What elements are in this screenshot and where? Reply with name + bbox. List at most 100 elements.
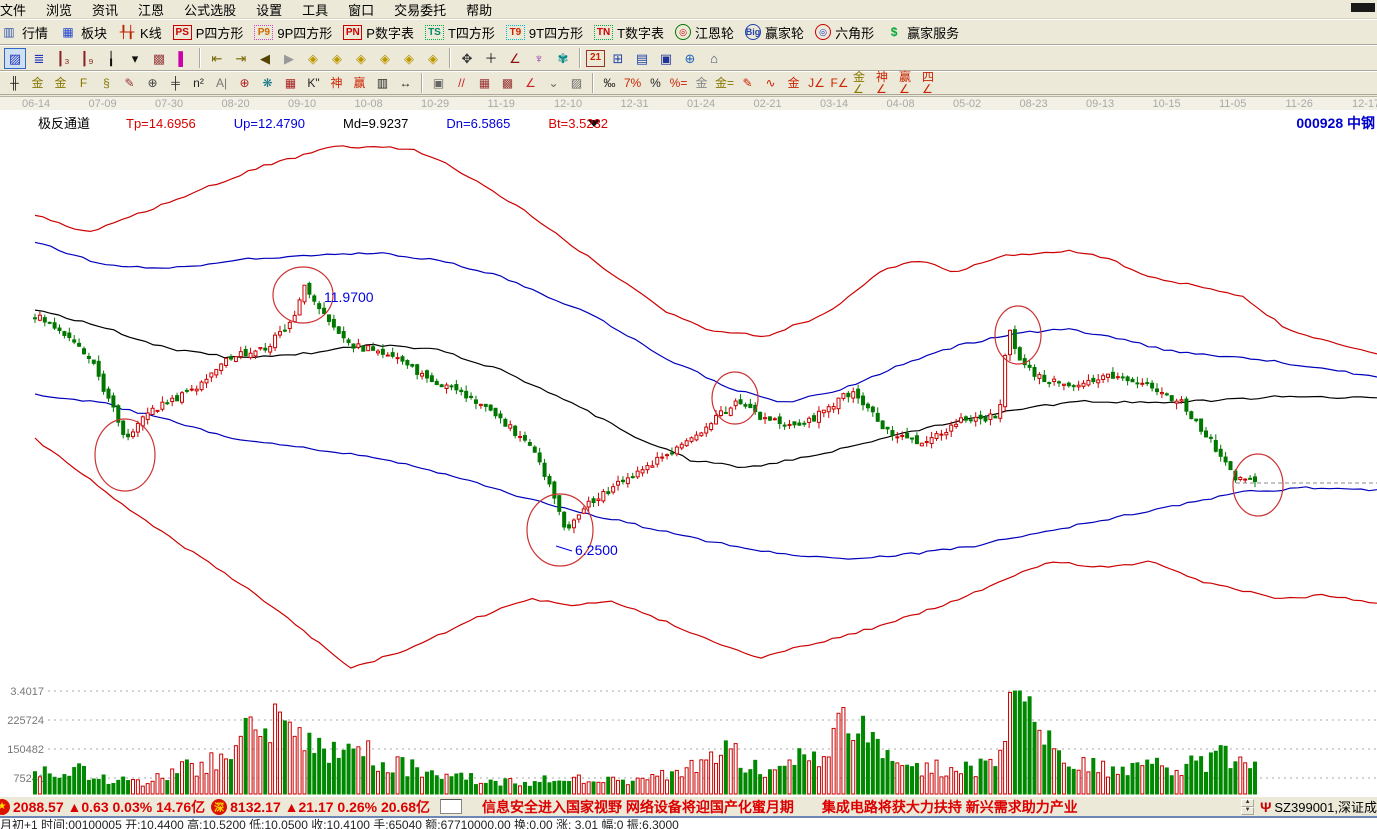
stepper-up-icon[interactable]: ▲ — [1241, 798, 1255, 807]
remote-data-icon[interactable]: ⌂ — [710, 50, 718, 66]
gold-red-icon[interactable]: 金 — [787, 76, 800, 90]
chart-area[interactable]: 极反通道 Tp=14.6956 Up=12.4790 Md=9.9237 Dn=6.5… — [0, 110, 1377, 796]
spiral-tool-icon[interactable]: § — [103, 76, 110, 90]
net-box-icon[interactable]: ▩ — [501, 76, 514, 90]
bars-9-icon[interactable]: ┃₉ — [80, 50, 94, 66]
circle-ruler-icon[interactable]: ⊕ — [147, 76, 158, 90]
diamond-vexpand-icon[interactable]: ◈ — [404, 50, 414, 66]
menu-item-gann[interactable]: 江恩 — [138, 2, 165, 18]
menu-item-window[interactable]: 窗口 — [348, 2, 375, 18]
fence-tool-icon[interactable]: ▥ — [376, 76, 389, 90]
status-input[interactable] — [440, 799, 463, 814]
hand-tool-icon[interactable]: ✥ — [461, 50, 473, 66]
volume-percent-icon[interactable]: ‰ — [603, 76, 616, 90]
menu-item-news[interactable]: 资讯 — [92, 2, 119, 18]
hatch-lines-icon[interactable]: ▨ — [570, 76, 583, 90]
gold-line-icon[interactable]: 金= — [715, 76, 735, 90]
shen-angle-icon[interactable]: 神∠ — [876, 70, 889, 96]
feature-winner-wheel[interactable]: Big 赢家轮 — [741, 21, 811, 44]
diamond-left-icon[interactable]: ◈ — [308, 50, 318, 66]
web-circle-icon[interactable]: ❋ — [262, 76, 273, 90]
page-back-icon[interactable]: ◀ — [260, 50, 270, 66]
window-control[interactable] — [1351, 3, 1375, 12]
feature-t-number[interactable]: TN T数字表 — [590, 21, 671, 44]
feature-t-square[interactable]: TS T四方形 — [421, 21, 502, 44]
comb-ruler-icon[interactable]: ╫ — [10, 76, 19, 90]
k-quote-tool-icon[interactable]: K" — [307, 76, 320, 90]
wave-percent-icon[interactable]: ∿ — [765, 76, 776, 90]
width-measure-icon[interactable]: ↔ — [399, 76, 412, 90]
grid-box-icon[interactable]: ▦ — [478, 76, 491, 90]
j-angle-icon[interactable]: J∠ — [808, 76, 825, 90]
menu-item-file[interactable]: 文件 — [0, 2, 27, 18]
percent-line-icon[interactable]: %= — [669, 76, 688, 90]
f-ruler-icon[interactable]: F — [79, 76, 88, 90]
gold-angle-icon[interactable]: 金∠ — [853, 70, 866, 96]
f-angle-icon[interactable]: F∠ — [830, 76, 849, 90]
angle-tool-icon[interactable]: ∠ — [509, 50, 521, 66]
calendar-icon[interactable]: 21 — [586, 49, 605, 67]
diamond-expand-icon[interactable]: ◈ — [428, 50, 438, 66]
first-page-icon[interactable]: ⇤ — [211, 50, 223, 66]
angle-lines-icon[interactable]: ∠ — [525, 76, 536, 90]
pen-tool-icon[interactable]: ✎ — [742, 76, 753, 90]
bars-3-icon[interactable]: ┃₃ — [56, 50, 70, 66]
percent-7-icon[interactable]: 7% — [623, 76, 642, 90]
tick-ruler-icon[interactable]: ╪ — [171, 76, 180, 90]
candle-style-dropdown-icon[interactable]: ▾ — [131, 50, 139, 66]
candle-style-icon[interactable]: ╽ — [107, 50, 115, 66]
feature-t9-square[interactable]: T9 9T四方形 — [502, 21, 590, 44]
shen-tool-icon[interactable]: 神 — [330, 76, 343, 90]
chart-window-icon[interactable]: ▨ — [4, 47, 26, 69]
gold-circle-icon[interactable]: 金 — [695, 76, 708, 90]
menu-item-help[interactable]: 帮助 — [466, 2, 493, 18]
volume-color-icon[interactable]: ▌ — [178, 50, 188, 66]
diamond-hsplit-icon[interactable]: ◈ — [356, 50, 366, 66]
feature-kline[interactable]: ╀╁ K线 — [114, 21, 169, 44]
menu-item-formula-pick[interactable]: 公式选股 — [184, 2, 237, 18]
diamond-merge-icon[interactable]: ◈ — [380, 50, 390, 66]
dropdown-marker-icon[interactable] — [588, 120, 600, 127]
menu-item-browse[interactable]: 浏览 — [46, 2, 73, 18]
quote-report-icon[interactable]: ≣ — [33, 50, 45, 66]
feature-p-square[interactable]: PS P四方形 — [169, 21, 251, 44]
menu-item-tools[interactable]: 工具 — [302, 2, 329, 18]
ticker-stepper[interactable]: ▲ ▼ — [1241, 798, 1255, 815]
menu-item-trade[interactable]: 交易委托 — [394, 2, 447, 18]
brush-tool-icon[interactable]: ✎ — [124, 76, 135, 90]
web-update-icon[interactable]: ⊕ — [684, 50, 696, 66]
gold-ruler-icon[interactable]: 金 — [31, 76, 44, 90]
feature-blocks[interactable]: ▦ 板块 — [55, 21, 114, 44]
feature-quotes[interactable]: ▥ 行情 — [0, 21, 55, 44]
stock-restore-icon[interactable]: ▩ — [152, 50, 166, 66]
mirror-tool-icon[interactable]: A| — [215, 76, 228, 90]
feature-gann-wheel[interactable]: ◎ 江恩轮 — [671, 21, 741, 44]
web-square-icon[interactable]: ▦ — [284, 76, 297, 90]
fan-lines-icon[interactable]: // — [458, 76, 465, 90]
percent-icon[interactable]: % — [650, 76, 661, 90]
diamond-right-icon[interactable]: ◈ — [332, 50, 342, 66]
n-square-tool-icon[interactable]: n² — [193, 76, 204, 90]
v-lines-icon[interactable]: ⌄ — [548, 76, 559, 90]
gann-tool-icon[interactable]: ♆ — [534, 50, 544, 66]
last-page-icon[interactable]: ⇥ — [235, 50, 247, 66]
feature-hexagon[interactable]: ◎ 六角形 — [811, 21, 881, 44]
ying-angle-icon[interactable]: 赢∠ — [899, 70, 912, 96]
box-tool-icon[interactable]: ▣ — [432, 76, 445, 90]
feature-p9-square[interactable]: P9 9P四方形 — [250, 21, 339, 44]
ying-tool-icon[interactable]: 赢 — [353, 76, 366, 90]
notebook-icon[interactable]: ▤ — [635, 50, 649, 66]
feature-winner-service[interactable]: $ 赢家服务 — [881, 21, 966, 44]
menu-item-settings[interactable]: 设置 — [256, 2, 283, 18]
crosshair-tool-icon[interactable]: ＋ — [484, 50, 498, 66]
stepper-down-icon[interactable]: ▼ — [1241, 806, 1255, 815]
calculator-icon[interactable]: ⊞ — [612, 50, 624, 66]
feature-p-number[interactable]: PN P数字表 — [339, 21, 421, 44]
wave-tool-icon[interactable]: ✾ — [557, 50, 569, 66]
gold-ruler-2-icon[interactable]: 金 — [54, 76, 67, 90]
page-forward-icon[interactable]: ▶ — [284, 50, 294, 66]
gann-target-icon[interactable]: ⊕ — [239, 76, 250, 90]
si-angle-icon[interactable]: 四∠ — [922, 70, 935, 96]
save-icon[interactable]: ▣ — [659, 50, 673, 66]
